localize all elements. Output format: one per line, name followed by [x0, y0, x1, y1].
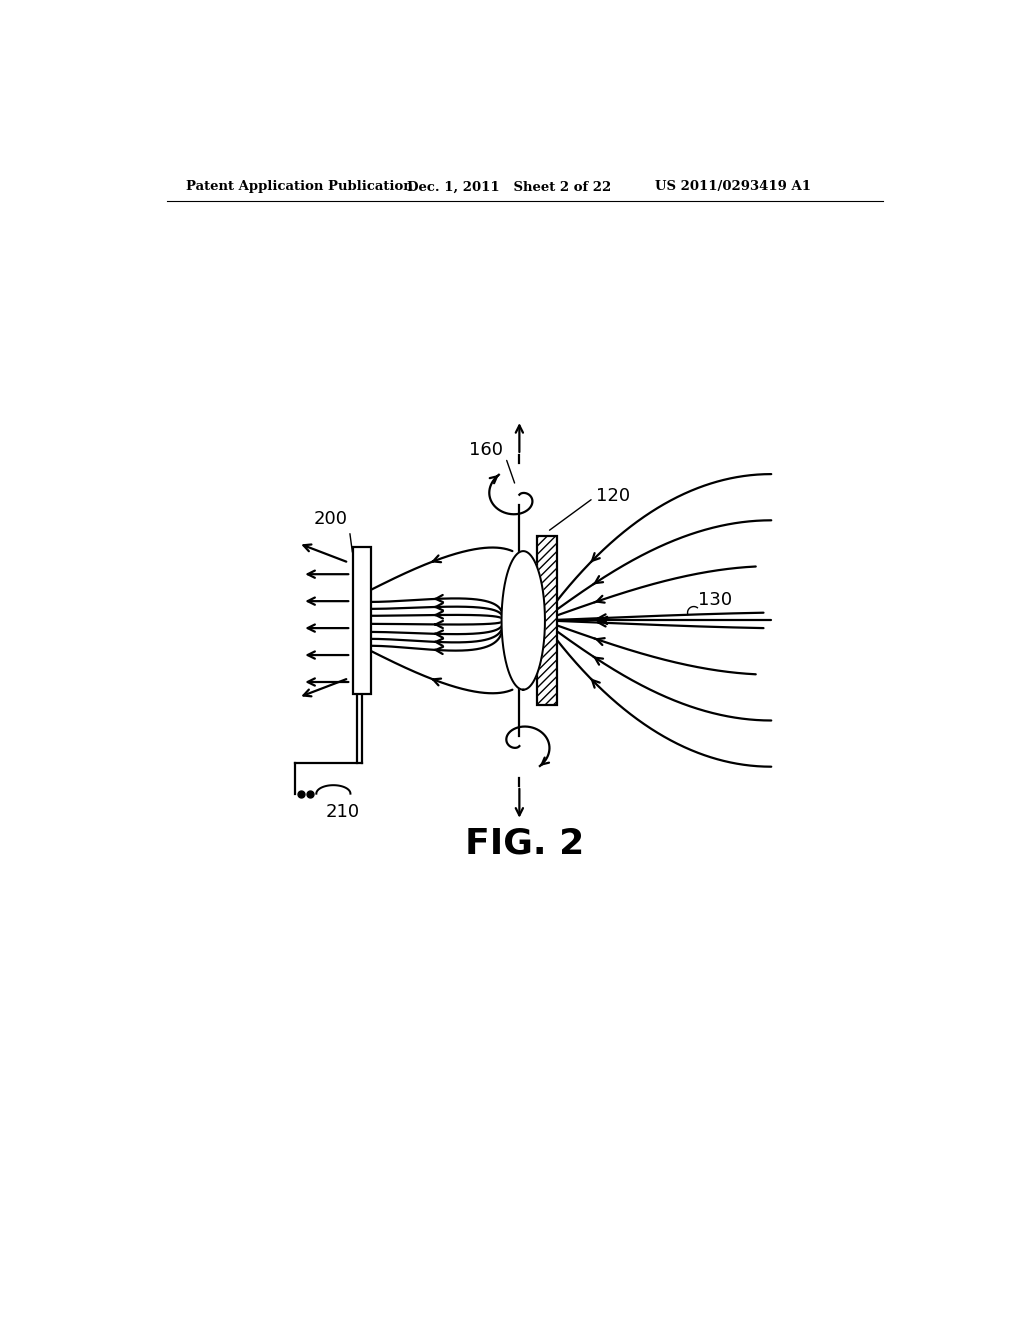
Text: 200: 200 — [314, 510, 352, 552]
Text: Patent Application Publication: Patent Application Publication — [186, 181, 413, 194]
Text: 120: 120 — [550, 487, 630, 531]
Text: Dec. 1, 2011   Sheet 2 of 22: Dec. 1, 2011 Sheet 2 of 22 — [407, 181, 611, 194]
Text: US 2011/0293419 A1: US 2011/0293419 A1 — [655, 181, 811, 194]
Text: 160: 160 — [469, 441, 515, 483]
Bar — [538, 536, 557, 705]
Polygon shape — [502, 552, 545, 689]
Text: 210: 210 — [326, 803, 359, 821]
Text: FIG. 2: FIG. 2 — [465, 826, 585, 861]
Bar — [538, 536, 557, 705]
Text: 130: 130 — [697, 591, 732, 609]
Bar — [352, 548, 372, 693]
